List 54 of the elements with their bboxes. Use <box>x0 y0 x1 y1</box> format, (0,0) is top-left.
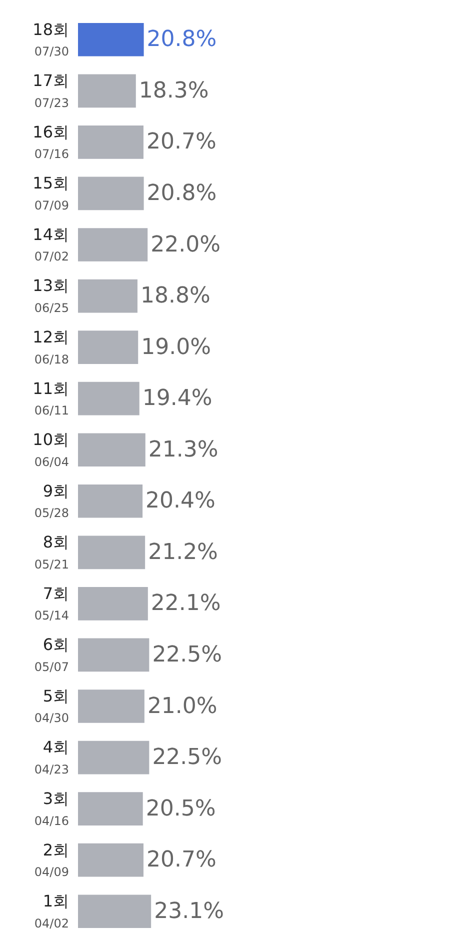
bar <box>78 74 136 108</box>
data-label: 20.7% <box>146 130 216 155</box>
bar <box>78 587 148 620</box>
bar <box>78 536 146 570</box>
y-tick-label: 18회 07/30 <box>32 20 69 59</box>
y-tick-label: 3회 04/16 <box>34 789 69 828</box>
data-label: 19.0% <box>141 334 211 360</box>
data-label: 21.0% <box>147 694 218 719</box>
data-label: 18.3% <box>138 78 209 104</box>
bar <box>78 484 143 518</box>
bar <box>78 126 144 159</box>
data-label: 22.5% <box>152 642 222 668</box>
data-label: 20.8% <box>146 180 217 206</box>
data-label: 20.4% <box>146 488 216 514</box>
y-tick-label: 16회 07/16 <box>32 122 69 162</box>
data-label: 19.4% <box>142 386 212 412</box>
y-tick-label: 2회 04/09 <box>34 840 69 880</box>
data-label: 20.8% <box>146 27 217 52</box>
y-tick-label: 7회 05/14 <box>34 584 69 623</box>
bar <box>78 740 150 774</box>
data-label: 18.8% <box>140 284 210 309</box>
y-tick-label: 5회 04/30 <box>34 686 69 726</box>
data-label: 21.2% <box>148 540 218 565</box>
y-tick-label: 15회 07/09 <box>32 174 69 212</box>
data-label: 20.7% <box>146 848 216 873</box>
data-label: 20.5% <box>146 796 216 822</box>
y-tick-label: 6회 05/07 <box>34 635 69 674</box>
bar <box>78 792 143 826</box>
bar <box>78 433 146 467</box>
bar <box>78 330 138 364</box>
bar <box>78 22 144 56</box>
bar <box>78 690 144 723</box>
bar <box>78 279 138 313</box>
y-tick-label: 11회 06/11 <box>32 378 69 418</box>
y-tick-label: 12회 06/18 <box>32 328 69 366</box>
bar <box>78 638 150 672</box>
data-label: 21.3% <box>148 437 218 462</box>
y-tick-label: 17회 07/23 <box>32 71 69 110</box>
y-tick-label: 9회 05/28 <box>34 481 69 520</box>
bar <box>78 382 140 416</box>
data-label: 22.1% <box>150 591 221 616</box>
bar <box>78 176 144 210</box>
data-label: 23.1% <box>154 898 224 924</box>
y-tick-label: 14회 07/02 <box>32 224 69 264</box>
y-tick-label: 1회 04/02 <box>34 892 69 930</box>
y-tick-label: 13회 06/25 <box>32 276 69 316</box>
data-label: 22.5% <box>152 745 222 770</box>
bar <box>78 843 144 877</box>
y-tick-label: 10회 06/04 <box>32 430 69 469</box>
data-label: 22.0% <box>150 232 220 258</box>
y-tick-label: 4회 04/23 <box>34 738 69 777</box>
bar <box>78 228 148 262</box>
y-tick-label: 8회 05/21 <box>34 532 69 572</box>
bar <box>78 894 152 928</box>
